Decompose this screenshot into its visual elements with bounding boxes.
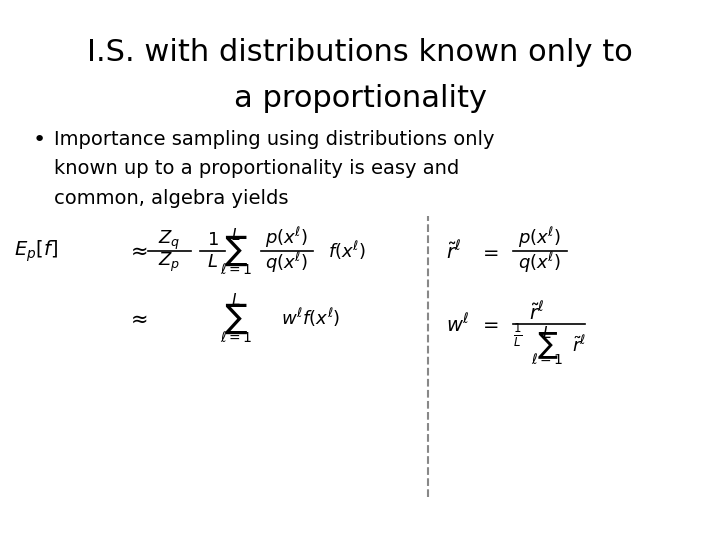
Text: $\frac{1}{L}$: $\frac{1}{L}$: [513, 321, 522, 348]
Text: $\ell=1$: $\ell=1$: [220, 330, 253, 345]
Text: $L$: $L$: [207, 253, 218, 271]
Text: $L$: $L$: [542, 325, 552, 341]
Text: common, algebra yields: common, algebra yields: [54, 189, 289, 208]
Text: $\tilde{r}^\ell$: $\tilde{r}^\ell$: [572, 335, 587, 356]
Text: $L$: $L$: [231, 227, 241, 243]
Text: Importance sampling using distributions only: Importance sampling using distributions …: [54, 130, 495, 148]
Text: $q(x^\ell)$: $q(x^\ell)$: [518, 250, 562, 276]
Text: $Z_q$: $Z_q$: [158, 229, 180, 252]
Text: $\tilde{r}^\ell$: $\tilde{r}^\ell$: [529, 301, 544, 323]
Text: $L$: $L$: [231, 292, 241, 308]
Text: $\approx$: $\approx$: [126, 241, 148, 261]
Text: $\approx$: $\approx$: [126, 308, 148, 329]
Text: $\ell=1$: $\ell=1$: [531, 352, 564, 367]
Text: $\tilde{r}^\ell$: $\tilde{r}^\ell$: [446, 240, 462, 262]
Text: $=$: $=$: [479, 314, 499, 334]
Text: known up to a proportionality is easy and: known up to a proportionality is easy an…: [54, 159, 459, 178]
Text: $\sum$: $\sum$: [536, 330, 558, 361]
Text: $\sum$: $\sum$: [224, 234, 248, 268]
Text: $Z_p$: $Z_p$: [158, 251, 180, 273]
Text: $w^\ell$: $w^\ell$: [446, 313, 470, 335]
Text: $\sum$: $\sum$: [224, 301, 248, 336]
Text: a proportionality: a proportionality: [233, 84, 487, 113]
Text: $E_p[f]$: $E_p[f]$: [14, 238, 58, 264]
Text: $p(x^\ell)$: $p(x^\ell)$: [265, 226, 308, 252]
Text: $w^\ell f(x^\ell)$: $w^\ell f(x^\ell)$: [281, 307, 340, 330]
Text: $p(x^\ell)$: $p(x^\ell)$: [518, 226, 562, 252]
Text: •: •: [32, 130, 45, 150]
Text: $f(x^\ell)$: $f(x^\ell)$: [328, 239, 366, 263]
Text: $\ell=1$: $\ell=1$: [220, 262, 253, 278]
Text: I.S. with distributions known only to: I.S. with distributions known only to: [87, 38, 633, 67]
Text: $q(x^\ell)$: $q(x^\ell)$: [265, 250, 308, 276]
Text: $=$: $=$: [479, 241, 499, 261]
Text: $1$: $1$: [207, 231, 218, 249]
